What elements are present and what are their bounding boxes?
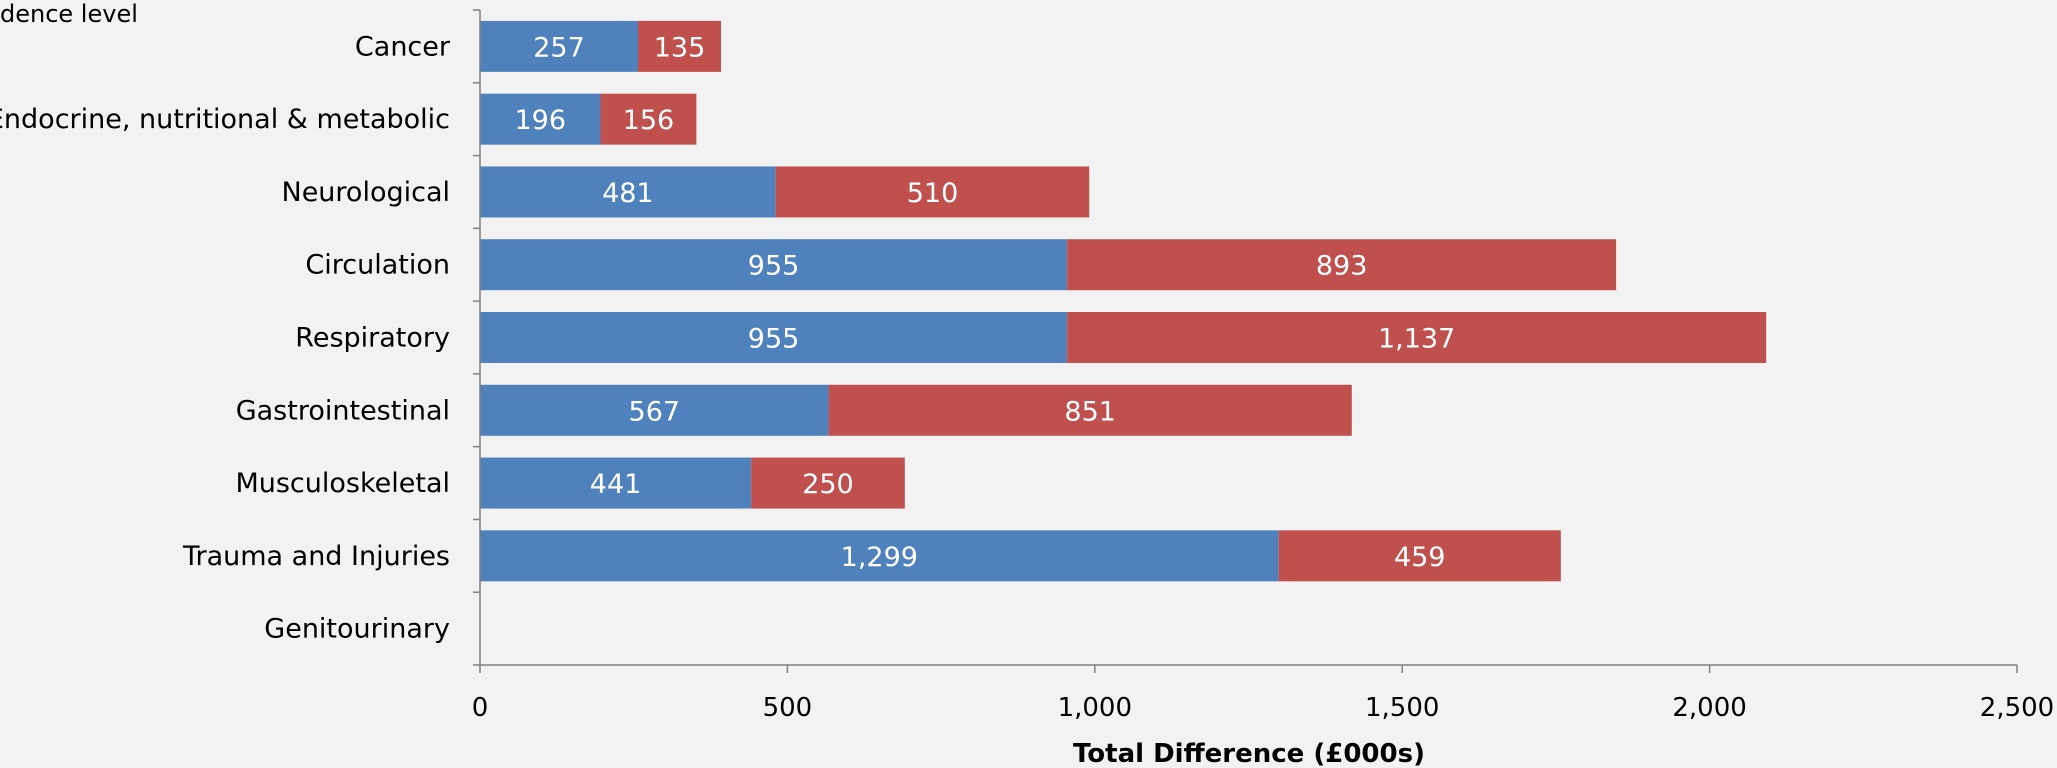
bar-value-label: 510 <box>907 178 959 209</box>
category-label: Cancer <box>355 31 451 62</box>
bar-segment <box>1067 239 1617 291</box>
x-tick-label: 2,500 <box>1980 693 2054 723</box>
bar-segment <box>638 20 722 72</box>
bar-segment <box>600 93 697 145</box>
bar-value-label: 955 <box>748 324 800 355</box>
bar-value-label: 257 <box>533 32 585 63</box>
bar-segment <box>1278 530 1561 582</box>
bar-value-label: 567 <box>629 396 681 427</box>
bar-segment <box>751 457 905 509</box>
bar-segment <box>480 457 752 509</box>
category-label: Circulation <box>305 250 450 281</box>
axes-layer <box>473 9 2018 673</box>
tick-labels-layer: 0 500 1,000 1,500 2,000 2,500 <box>472 693 2054 723</box>
bar-value-label: 459 <box>1394 542 1446 573</box>
category-label: Musculoskeletal <box>235 468 450 499</box>
bar-value-label: 1,137 <box>1378 324 1455 355</box>
bar-segment <box>775 166 1090 218</box>
category-label: Neurological <box>282 177 451 208</box>
bar-value-label: 156 <box>623 105 675 136</box>
legend-title-fragment: dence level <box>0 0 138 28</box>
bar-value-label: 955 <box>748 251 800 282</box>
x-tick-label: 500 <box>763 693 813 723</box>
bar-segment <box>480 384 829 436</box>
x-tick-label: 1,500 <box>1365 693 1439 723</box>
category-labels-layer: Cancer Endocrine, nutritional & metabolic… <box>0 31 451 644</box>
bar-value-label: 250 <box>802 469 854 500</box>
x-tick-label: 1,000 <box>1058 693 1132 723</box>
x-tick-label: 0 <box>472 693 489 723</box>
x-tick-label: 2,000 <box>1672 693 1746 723</box>
bar-value-label: 135 <box>654 32 706 63</box>
bar-segment <box>480 239 1068 291</box>
category-label: Respiratory <box>295 323 450 354</box>
bar-segment <box>828 384 1352 436</box>
category-label: Trauma and Injuries <box>182 541 450 572</box>
x-axis-title: Total Difference (£000s) <box>1073 739 1425 768</box>
bar-value-label: 481 <box>602 178 654 209</box>
bars-layer: 257 135 196 156 481 510 955 893 955 1,137 567 851 44… <box>480 20 1767 582</box>
category-label: Gastrointestinal <box>236 395 450 426</box>
bar-segment <box>480 530 1279 582</box>
bar-value-label: 441 <box>590 469 642 500</box>
category-label: Endocrine, nutritional & metabolic <box>0 104 450 135</box>
bar-segment <box>1067 312 1767 363</box>
bar-value-label: 893 <box>1316 251 1368 282</box>
bar-value-label: 851 <box>1064 396 1116 427</box>
bar-segment <box>480 166 776 218</box>
category-label: Genitourinary <box>264 614 450 645</box>
bar-segment <box>480 93 601 145</box>
bar-segment <box>480 20 639 72</box>
bar-value-label: 196 <box>514 105 566 136</box>
bar-value-label: 1,299 <box>841 542 918 573</box>
bar-segment <box>480 312 1068 363</box>
